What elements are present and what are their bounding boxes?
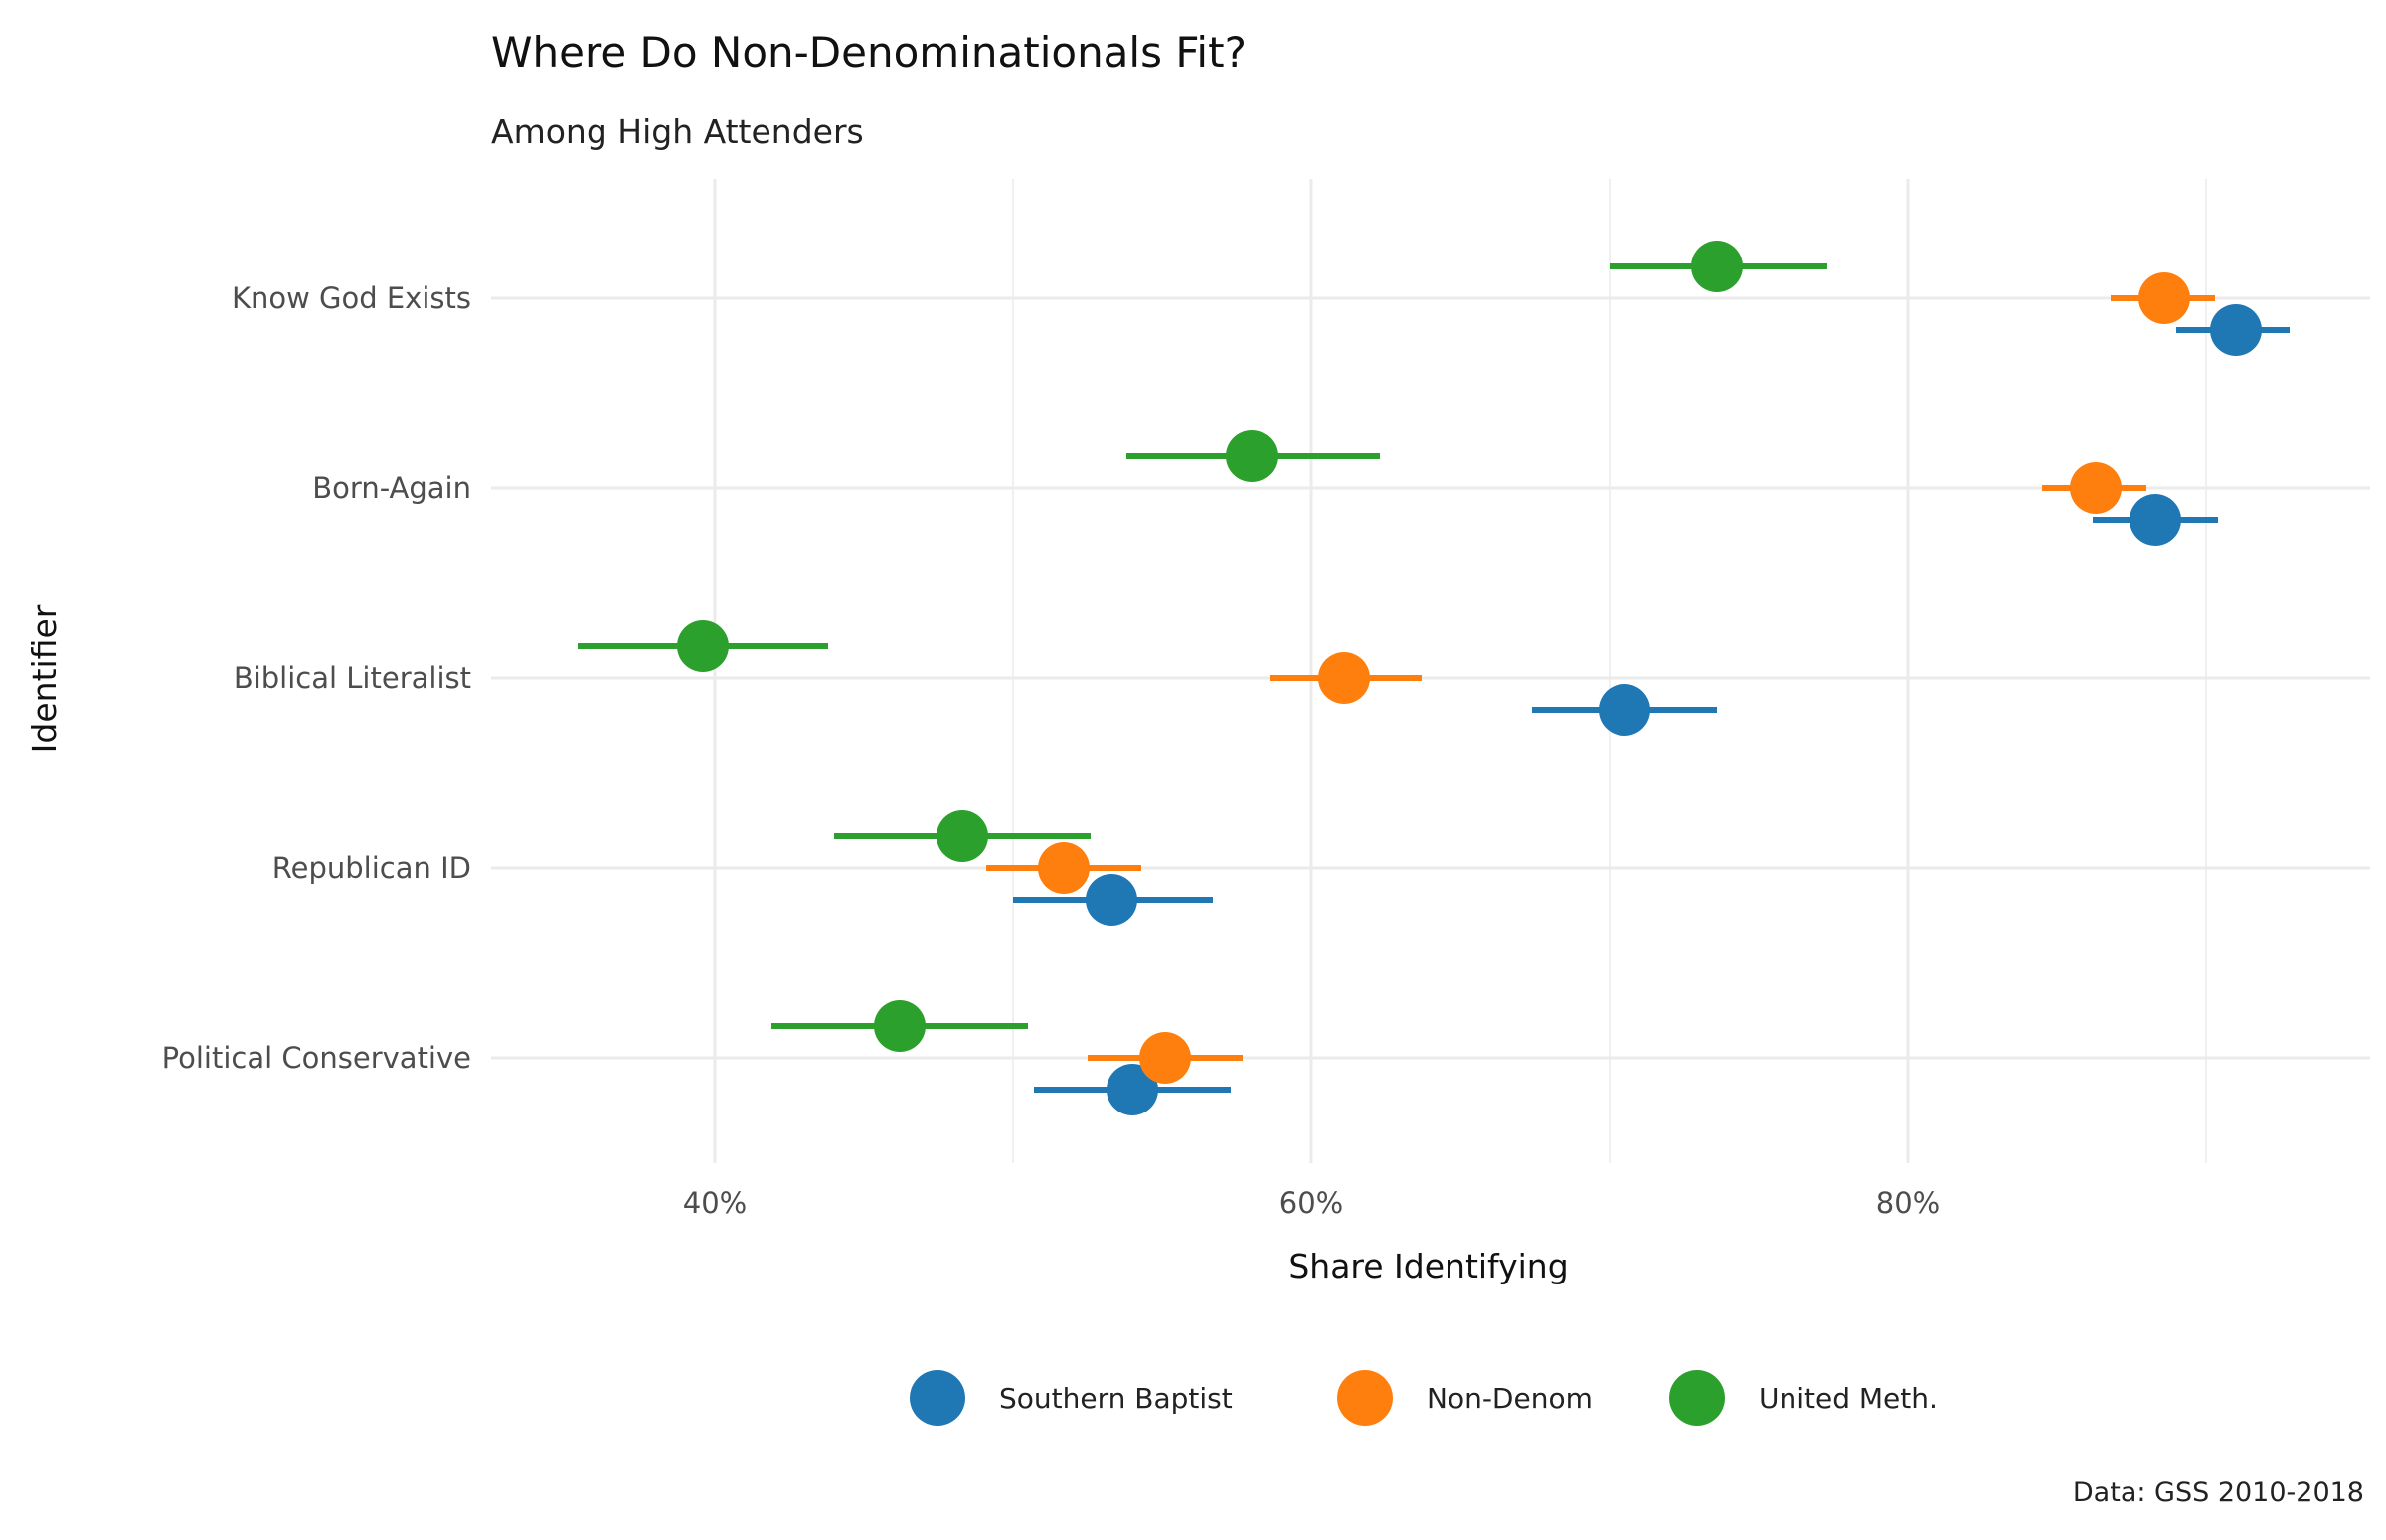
y-tick-label-republican-id: Republican ID — [272, 851, 471, 885]
chart-title: Where Do Non-Denominationals Fit? — [491, 28, 1247, 77]
legend: Southern Baptist Non-Denom United Meth. — [910, 1370, 1938, 1426]
chart-caption: Data: GSS 2010-2018 — [2073, 1477, 2364, 1508]
y-tick-label-born-again: Born-Again — [312, 471, 471, 505]
point-southern-baptist-biblical-literalist — [1599, 684, 1650, 736]
points-southern-baptist — [1086, 304, 2262, 1115]
legend-key-southern-baptist — [910, 1370, 965, 1426]
y-axis-title: Identifier — [25, 604, 64, 753]
plot-area — [491, 179, 2370, 1163]
legend-label-non-denom: Non-Denom — [1427, 1382, 1593, 1415]
series-united-meth — [578, 263, 1827, 1029]
point-southern-baptist-born-again — [2130, 494, 2181, 546]
x-tick-label: 60% — [1279, 1186, 1343, 1220]
x-axis-tick-labels: 40% 60% 80% — [683, 1186, 1940, 1220]
minor-gridlines — [1012, 179, 2207, 1163]
point-united-meth-biblical-literalist — [677, 620, 729, 672]
point-non-denom-born-again — [2070, 462, 2122, 514]
y-tick-label-biblical-literalist: Biblical Literalist — [234, 661, 471, 695]
x-tick-label: 40% — [683, 1186, 747, 1220]
legend-item-southern-baptist: Southern Baptist — [910, 1370, 1233, 1426]
point-southern-baptist-political-conservative — [1107, 1064, 1158, 1115]
x-tick-label: 80% — [1876, 1186, 1940, 1220]
point-united-meth-know-god-exists — [1691, 241, 1743, 292]
points-non-denom — [1038, 272, 2190, 1084]
series-southern-baptist — [1013, 327, 2290, 1093]
y-axis-tick-labels: Know God Exists Born-Again Biblical Litera… — [162, 281, 471, 1075]
point-united-meth-republican-id — [937, 810, 988, 862]
x-axis-title: Share Identifying — [1288, 1247, 1568, 1285]
point-non-denom-know-god-exists — [2138, 272, 2190, 324]
point-southern-baptist-republican-id — [1086, 874, 1137, 926]
y-tick-label-know-god-exists: Know God Exists — [232, 281, 471, 315]
point-united-meth-political-conservative — [874, 1000, 926, 1052]
major-gridlines — [491, 179, 2370, 1163]
chart-subtitle: Among High Attenders — [491, 112, 864, 151]
point-non-denom-biblical-literalist — [1318, 652, 1370, 704]
legend-key-non-denom — [1337, 1370, 1393, 1426]
legend-key-united-meth — [1669, 1370, 1725, 1426]
point-non-denom-republican-id — [1038, 842, 1090, 894]
legend-item-united-meth: United Meth. — [1669, 1370, 1938, 1426]
y-tick-label-political-conservative: Political Conservative — [162, 1041, 471, 1075]
legend-label-united-meth: United Meth. — [1759, 1382, 1938, 1415]
points-united-meth — [677, 241, 1743, 1052]
legend-label-southern-baptist: Southern Baptist — [999, 1382, 1233, 1415]
legend-item-non-denom: Non-Denom — [1337, 1370, 1593, 1426]
data-marks — [578, 241, 2290, 1115]
point-united-meth-born-again — [1226, 430, 1278, 482]
point-non-denom-political-conservative — [1139, 1032, 1191, 1084]
point-southern-baptist-know-god-exists — [2210, 304, 2262, 356]
